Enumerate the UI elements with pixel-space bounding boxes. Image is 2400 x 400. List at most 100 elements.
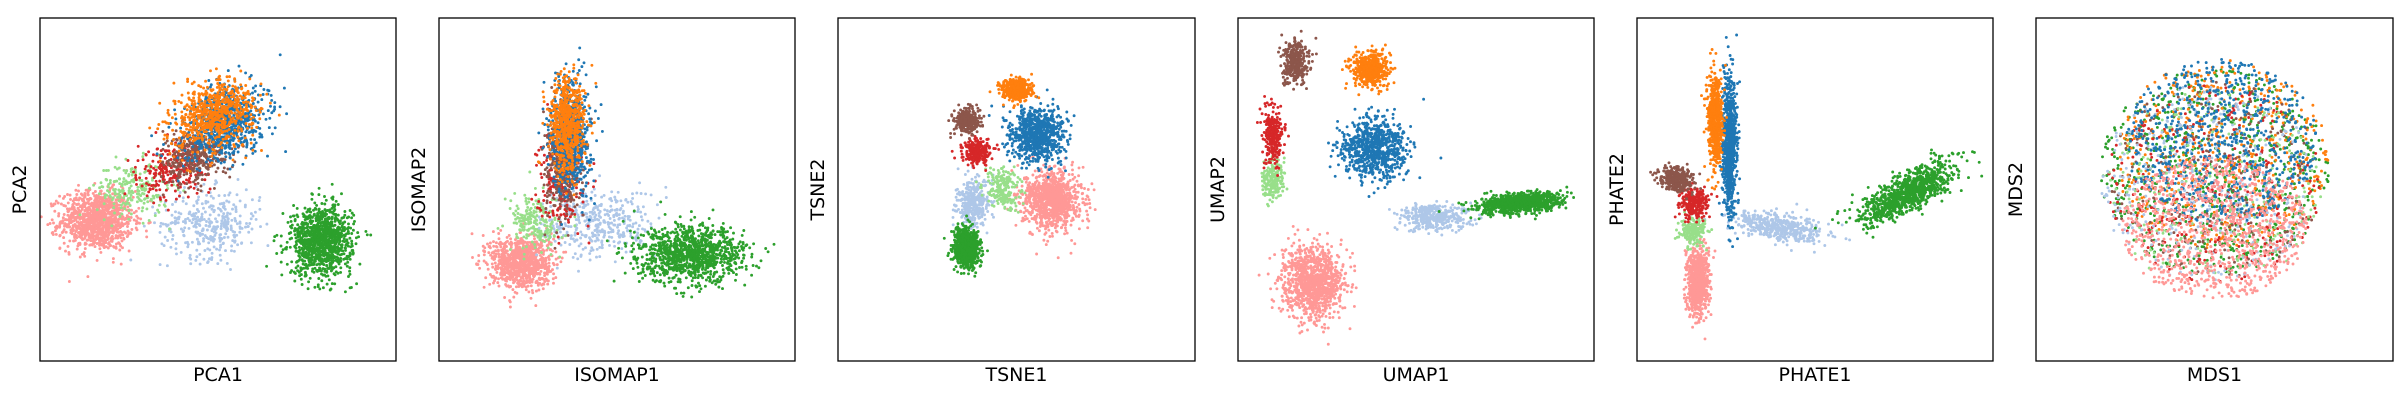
data-point: [152, 201, 156, 205]
data-point: [300, 246, 304, 250]
data-point: [174, 210, 177, 214]
data-point: [308, 276, 312, 280]
data-point: [124, 171, 128, 175]
data-point: [78, 242, 82, 246]
data-point: [190, 98, 194, 102]
data-point: [118, 242, 122, 246]
data-point: [112, 202, 116, 206]
data-point: [230, 218, 234, 222]
data-point: [145, 194, 149, 198]
data-point: [218, 119, 222, 123]
data-point: [227, 104, 231, 108]
data-point: [318, 215, 322, 219]
data-point: [111, 260, 115, 264]
data-point: [154, 174, 157, 177]
data-point: [309, 210, 313, 214]
data-point: [108, 178, 112, 182]
data-point: [347, 222, 350, 226]
data-point: [64, 230, 68, 234]
data-point: [279, 260, 283, 264]
data-point: [133, 189, 137, 193]
data-point: [139, 217, 143, 221]
data-point: [154, 184, 158, 188]
data-point: [228, 75, 231, 79]
data-point: [194, 230, 198, 234]
data-point: [208, 114, 212, 118]
data-point: [352, 222, 356, 226]
data-point: [58, 247, 62, 250]
data-point: [122, 180, 125, 184]
data-point: [86, 275, 90, 279]
data-point: [310, 227, 314, 231]
data-point: [220, 131, 224, 135]
data-point: [296, 249, 300, 253]
data-point: [326, 223, 329, 227]
data-point: [228, 156, 232, 160]
data-point: [224, 249, 227, 253]
data-point: [241, 143, 245, 147]
data-point: [202, 116, 206, 120]
data-point: [323, 269, 327, 273]
data-point: [313, 255, 317, 259]
data-point: [191, 145, 195, 149]
data-point: [214, 225, 218, 229]
data-point: [309, 218, 313, 222]
data-point: [200, 173, 204, 177]
data-point: [114, 242, 118, 246]
data-point: [131, 191, 135, 195]
data-point: [272, 239, 276, 243]
data-point: [81, 198, 84, 202]
data-point: [135, 200, 139, 204]
data-point: [213, 182, 217, 186]
data-point: [53, 202, 57, 206]
data-point: [73, 236, 77, 239]
data-point: [334, 265, 338, 269]
data-point: [240, 129, 244, 133]
data-point: [133, 165, 137, 169]
data-point: [239, 69, 243, 73]
data-point: [270, 132, 274, 136]
data-point: [187, 130, 191, 134]
data-point: [234, 210, 238, 214]
data-point: [97, 229, 101, 233]
data-point: [188, 162, 192, 166]
data-point: [171, 128, 175, 132]
data-point: [198, 252, 202, 256]
data-point: [224, 112, 228, 116]
data-point: [306, 266, 310, 270]
data-point: [211, 151, 215, 155]
data-point: [212, 98, 216, 102]
data-point: [207, 142, 211, 145]
data-point: [322, 223, 326, 226]
data-point: [266, 244, 270, 248]
data-point: [229, 132, 233, 136]
data-point: [313, 227, 317, 230]
data-point: [188, 177, 191, 180]
data-point: [349, 286, 353, 289]
data-point: [333, 223, 337, 227]
data-point: [98, 186, 102, 190]
data-point: [144, 187, 148, 191]
data-point: [260, 133, 263, 137]
data-point: [202, 121, 206, 125]
data-point: [320, 202, 324, 205]
data-point: [284, 247, 287, 250]
data-point: [300, 283, 304, 286]
data-point: [246, 126, 249, 130]
data-point: [243, 93, 247, 97]
data-point: [318, 252, 321, 256]
data-point: [340, 234, 344, 238]
data-point: [315, 215, 319, 219]
data-point: [296, 269, 300, 273]
data-point: [330, 220, 334, 224]
data-point: [108, 216, 112, 219]
data-point: [166, 108, 170, 112]
data-point: [490, 251, 494, 255]
data-point: [233, 128, 237, 132]
data-point: [159, 224, 162, 228]
data-point: [241, 162, 245, 166]
data-point: [167, 180, 171, 184]
data-point: [309, 240, 313, 244]
data-point: [163, 133, 167, 137]
data-point: [158, 230, 162, 234]
